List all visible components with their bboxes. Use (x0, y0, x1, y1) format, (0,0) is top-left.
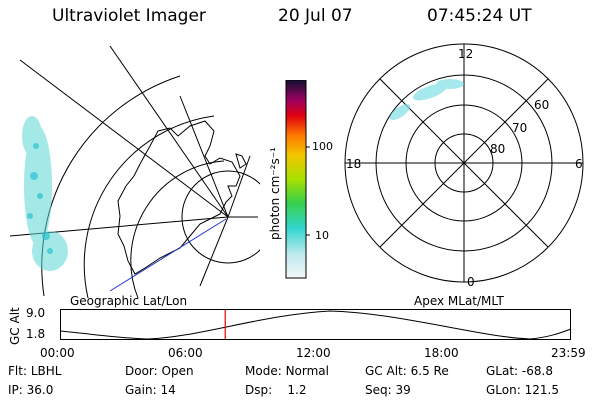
info-dsp: Dsp: 1.2 (245, 383, 307, 397)
info-ip: IP: 36.0 (8, 383, 54, 397)
info-gain: Gain: 14 (125, 383, 176, 397)
info-flt: Flt: LBHL (8, 364, 62, 378)
info-door: Door: Open (125, 364, 194, 378)
mlt-label-0: 0 (467, 275, 475, 289)
altitude-xtick-1: 06:00 (168, 346, 203, 360)
info-glat: GLat: -68.8 (486, 364, 553, 378)
info-glon: GLon: 121.5 (486, 383, 559, 397)
colorbar-unit-label: photon cm⁻²s⁻¹ (268, 147, 282, 240)
mlt-label-18: 18 (346, 157, 362, 171)
lat-label-80: 80 (490, 142, 506, 156)
altitude-xtick-2: 12:00 (296, 346, 331, 360)
altitude-ylabel: GC Alt (8, 307, 22, 345)
time-label: 07:45:24 UT (427, 6, 532, 26)
info-seq: Seq: 39 (365, 383, 411, 397)
altitude-ytick-bottom: 1.8 (26, 327, 46, 341)
left-panel-caption: Geographic Lat/Lon (70, 294, 188, 308)
lat-label-60: 60 (534, 98, 550, 112)
mlt-label-12: 12 (458, 47, 474, 61)
right-panel-caption: Apex MLat/MLT (414, 294, 504, 308)
lat-label-70: 70 (512, 121, 528, 135)
colorbar-tick-100: 100 (312, 140, 333, 153)
geographic-map (9, 45, 260, 299)
polar-plot (344, 43, 584, 283)
altitude-xtick-4: 23:59 (551, 346, 586, 360)
colorbar-tick-10: 10 (315, 229, 329, 242)
info-mode: Mode: Normal (245, 364, 329, 378)
altitude-plot (60, 309, 572, 340)
info-gcalt: GC Alt: 6.5 Re (365, 364, 449, 378)
altitude-ytick-top: 9.0 (26, 306, 46, 320)
colorbar (285, 80, 310, 279)
altitude-xtick-0: 00:00 (40, 346, 75, 360)
altitude-xtick-3: 18:00 (424, 346, 459, 360)
date-label: 20 Jul 07 (278, 6, 353, 26)
instrument-title: Ultraviolet Imager (52, 6, 206, 26)
mlt-label-6: 6 (575, 157, 583, 171)
